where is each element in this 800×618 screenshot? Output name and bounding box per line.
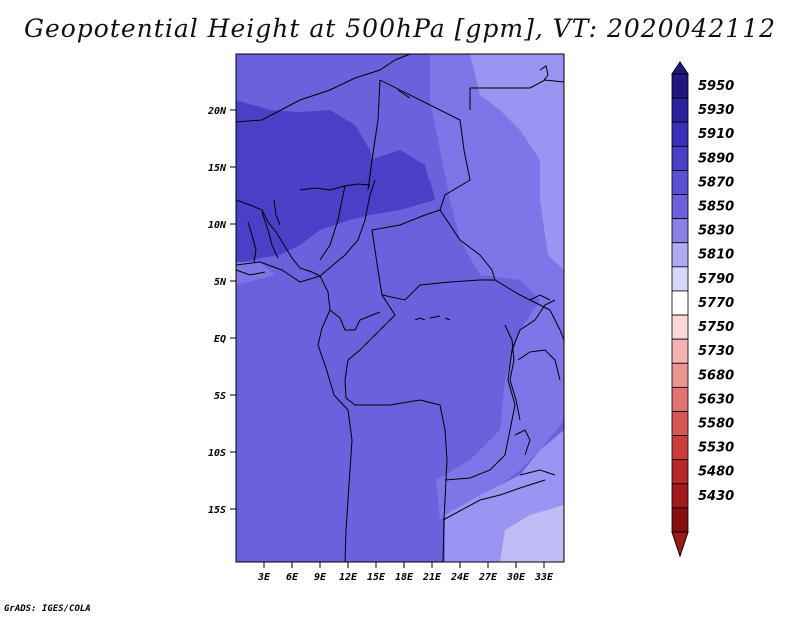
- height-field: [236, 54, 564, 562]
- colorbar-cell: [671, 266, 689, 292]
- country-borders: [236, 54, 564, 562]
- colorbar-level-label: 5810: [698, 248, 734, 263]
- colorbar: 5950 5930 5910 5890 5870 5850 5830 5810 5790 5770…: [671, 61, 734, 558]
- colorbar-cell: [671, 435, 689, 461]
- colorbar-level-label: 5890: [698, 151, 734, 166]
- colorbar-cell: [671, 459, 689, 485]
- lon-tick-label: 24E: [450, 572, 470, 583]
- lat-tick-label: 10S: [208, 448, 226, 459]
- colorbar-level-label: 5770: [698, 296, 734, 311]
- lat-tick-label: 20N: [207, 106, 227, 117]
- lat-tick-label: 15N: [208, 163, 227, 174]
- lon-tick-label: 3E: [257, 572, 271, 583]
- colorbar-cell: [671, 386, 689, 412]
- lon-tick-label: 27E: [478, 572, 498, 583]
- colorbar-cell: [671, 242, 689, 268]
- colorbar-cell: [671, 73, 689, 99]
- colorbar-level-label: 5790: [698, 272, 734, 287]
- colorbar-cell: [671, 338, 689, 364]
- colorbar-level-label: 5730: [698, 344, 734, 359]
- colorbar-level-label: 5930: [698, 103, 734, 118]
- colorbar-cell: [671, 483, 689, 509]
- field-5830-east: [470, 54, 564, 270]
- colorbar-cell: [671, 121, 689, 147]
- lat-tick-label: 5S: [214, 391, 226, 402]
- lat-tick-label: EQ: [214, 334, 226, 345]
- field-5890-north: [236, 100, 435, 265]
- field-5810-corner: [500, 505, 564, 562]
- colorbar-level-label: 5950: [698, 79, 734, 94]
- field-5890-sahel: [370, 150, 430, 190]
- colorbar-cell: [671, 411, 689, 436]
- lon-tick-label: 12E: [339, 572, 358, 583]
- colorbar-cell: [671, 145, 689, 171]
- colorbar-cell: [671, 97, 689, 123]
- colorbar-level-label: 5910: [698, 127, 734, 142]
- colorbar-level-label: 5680: [698, 368, 734, 383]
- lon-axis: 3E 6E 9E 12E 15E 18E 21E 24E 27E 30E 33E: [257, 562, 554, 583]
- colorbar-level-label: 5530: [698, 441, 734, 456]
- colorbar-level-label: 5830: [698, 224, 734, 239]
- colorbar-level-label: 5480: [698, 465, 734, 480]
- colorbar-top-arrow: [671, 61, 689, 75]
- lat-axis: 20N 15N 10N 5N EQ 5S 10S 15S: [207, 106, 236, 516]
- colorbar-cell: [671, 194, 689, 220]
- map-frame: [235, 53, 565, 563]
- colorbar-level-label: 5430: [698, 489, 734, 504]
- colorbar-level-label: 5580: [698, 416, 734, 431]
- lon-tick-label: 33E: [534, 572, 554, 583]
- lon-tick-label: 6E: [286, 572, 299, 583]
- colorbar-level-label: 5750: [698, 320, 734, 335]
- lon-tick-label: 18E: [395, 572, 414, 583]
- lat-tick-label: 10N: [208, 220, 227, 231]
- lon-tick-label: 9E: [314, 572, 327, 583]
- colorbar-level-label: 5850: [698, 200, 734, 215]
- lat-tick-label: 5N: [214, 277, 227, 288]
- field-5810-top: [485, 54, 564, 92]
- lon-tick-label: 15E: [367, 572, 386, 583]
- colorbar-cell: [671, 362, 689, 388]
- colorbar-cell: [671, 218, 689, 244]
- colorbar-cell: [671, 290, 689, 316]
- colorbar-cell: [671, 507, 689, 533]
- grads-credit: GrADS: IGES/COLA: [4, 604, 91, 614]
- colorbar-level-label: 5870: [698, 175, 734, 190]
- colorbar-cell: [671, 170, 689, 195]
- colorbar-level-label: 5630: [698, 392, 734, 407]
- map-title: Geopotential Height at 500hPa [gpm], VT:…: [23, 14, 777, 43]
- lon-tick-label: 21E: [422, 572, 442, 583]
- lat-tick-label: 15S: [208, 505, 226, 516]
- colorbar-cell: [671, 314, 689, 340]
- lon-tick-label: 30E: [506, 572, 526, 583]
- field-5850-east: [430, 54, 564, 520]
- colorbar-bottom-arrow: [671, 531, 689, 558]
